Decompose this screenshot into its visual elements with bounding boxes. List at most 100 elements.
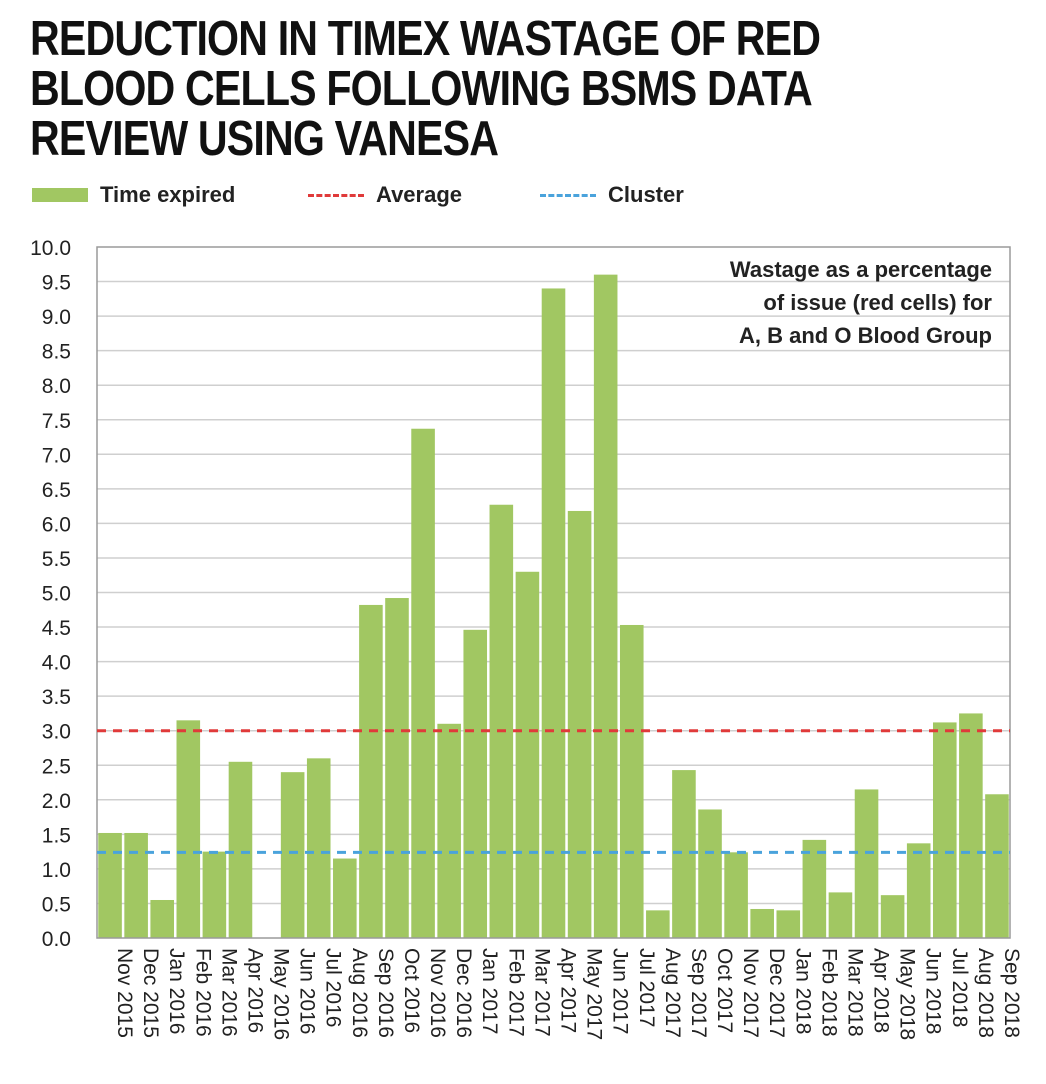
x-tick-label: Jul 2016: [322, 948, 345, 1027]
bar: [750, 908, 774, 938]
x-tick-label: Feb 2017: [504, 948, 527, 1037]
x-tick-label: Oct 2016: [400, 948, 423, 1033]
y-tick-label: 4.5: [42, 617, 71, 640]
y-tick-label: 7.5: [42, 410, 71, 433]
y-tick-label: 1.5: [42, 824, 71, 847]
legend-item-time-expired: Time expired: [32, 178, 235, 212]
bar: [176, 720, 201, 938]
bar: [411, 428, 435, 938]
x-tick-label: Feb 2018: [817, 948, 840, 1037]
x-tick-label: Sep 2017: [687, 948, 710, 1038]
bar: [150, 899, 175, 938]
x-tick-label: Jul 2018: [948, 948, 971, 1027]
legend-label-average: Average: [376, 182, 463, 207]
y-tick-label: 1.0: [42, 859, 71, 882]
x-tick-label: Jan 2018: [791, 948, 814, 1034]
y-tick-label: 2.5: [42, 755, 71, 778]
chart-annotation-line: Wastage as a percentage: [730, 257, 992, 282]
x-tick-label: Aug 2018: [974, 948, 997, 1038]
x-tick-label: May 2016: [270, 948, 293, 1040]
x-tick-label: Aug 2016: [348, 948, 371, 1038]
legend-label-time-expired: Time expired: [100, 182, 236, 207]
x-tick-label: May 2017: [583, 948, 606, 1040]
x-tick-label: Dec 2016: [452, 948, 475, 1038]
chart-title: REDUCTION IN TIMEX WASTAGE OF RED BLOOD …: [30, 12, 821, 166]
legend-item-cluster: Cluster: [540, 178, 684, 212]
y-tick-label: 9.0: [42, 306, 71, 329]
bar: [880, 895, 905, 938]
bar: [306, 758, 331, 938]
y-tick-label: 8.0: [42, 375, 71, 398]
bar: [359, 604, 383, 938]
x-tick-label: Dec 2017: [765, 948, 788, 1038]
y-tick-label: 0.0: [42, 928, 71, 951]
bar: [646, 910, 670, 938]
legend-item-average: Average: [308, 178, 462, 212]
x-tick-label: Mar 2018: [843, 948, 866, 1037]
plot-frame: [96, 246, 1011, 939]
x-tick-label: Jan 2016: [165, 948, 188, 1034]
legend: Time expired Average Cluster: [32, 178, 1022, 212]
y-tick-label: 6.5: [42, 479, 71, 502]
bar: [593, 274, 618, 938]
legend-swatch-average: [308, 193, 364, 197]
y-tick-label: 0.5: [42, 893, 71, 916]
y-tick-label: 6.0: [42, 513, 71, 536]
bar: [802, 839, 827, 938]
x-tick-label: Oct 2017: [713, 948, 736, 1033]
x-tick-label: Jan 2017: [478, 948, 501, 1034]
x-tick-label: May 2018: [896, 948, 919, 1040]
x-tick-label: Nov 2017: [739, 948, 762, 1038]
bar: [98, 832, 122, 938]
bar: [124, 832, 148, 938]
bar: [698, 809, 722, 938]
x-tick-label: Mar 2016: [217, 948, 240, 1037]
legend-swatch-cluster: [540, 193, 596, 197]
x-tick-label: Sep 2016: [374, 948, 397, 1038]
bar: [854, 789, 879, 938]
bar: [906, 843, 931, 938]
bar: [672, 770, 696, 938]
bar: [228, 761, 253, 938]
x-tick-label: Dec 2015: [139, 948, 162, 1038]
x-tick-label: Nov 2015: [113, 948, 136, 1038]
bar: [515, 571, 540, 938]
bar: [776, 910, 801, 938]
bar: [959, 713, 983, 938]
bar: [280, 772, 305, 938]
y-tick-label: 4.0: [42, 652, 71, 675]
bar: [385, 598, 409, 938]
bar: [541, 288, 566, 939]
x-tick-label: Mar 2017: [530, 948, 553, 1037]
x-tick-label: Feb 2016: [191, 948, 214, 1037]
bar: [463, 629, 488, 938]
bar: [489, 504, 514, 938]
bar: [828, 892, 853, 938]
bar: [567, 510, 592, 938]
chart-annotation-line: of issue (red cells) for: [763, 290, 992, 315]
x-tick-label: Nov 2016: [426, 948, 449, 1038]
bar: [985, 794, 1009, 938]
x-tick-label: Apr 2016: [243, 948, 266, 1033]
x-tick-label: Jun 2017: [609, 948, 632, 1034]
y-tick-label: 5.5: [42, 548, 71, 571]
bar: [202, 851, 227, 938]
y-tick-label: 7.0: [42, 444, 71, 467]
bar: [437, 723, 461, 938]
y-tick-label: 9.5: [42, 272, 71, 295]
x-tick-label: Sep 2018: [1000, 948, 1023, 1038]
y-tick-label: 10.0: [30, 237, 71, 260]
x-tick-label: Jul 2017: [635, 948, 658, 1027]
chart-annotation-line: A, B and O Blood Group: [739, 323, 992, 348]
bar: [932, 722, 957, 938]
x-tick-label: Jun 2016: [296, 948, 319, 1034]
y-tick-label: 8.5: [42, 341, 71, 364]
bar: [724, 852, 748, 938]
y-tick-label: 2.0: [42, 790, 71, 813]
x-tick-label: Jun 2018: [922, 948, 945, 1034]
legend-label-cluster: Cluster: [608, 182, 684, 207]
x-tick-label: Apr 2018: [870, 948, 893, 1033]
y-tick-label: 3.5: [42, 686, 71, 709]
x-tick-label: Aug 2017: [661, 948, 684, 1038]
